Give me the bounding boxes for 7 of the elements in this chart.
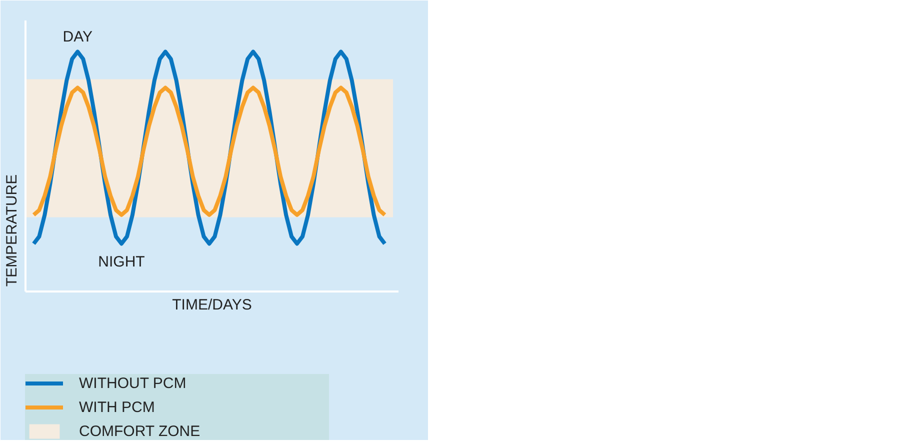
y-axis-title: TEMPERATURE xyxy=(4,174,20,287)
x-axis-title: TIME/DAYS xyxy=(172,296,252,314)
legend-label: WITHOUT PCM xyxy=(79,374,188,392)
text: DAY xyxy=(62,28,92,46)
legend-label: WITH PCM xyxy=(79,398,156,416)
legend-label: COMFORT ZONE xyxy=(79,422,202,440)
annotation: NIGHT xyxy=(98,254,145,271)
